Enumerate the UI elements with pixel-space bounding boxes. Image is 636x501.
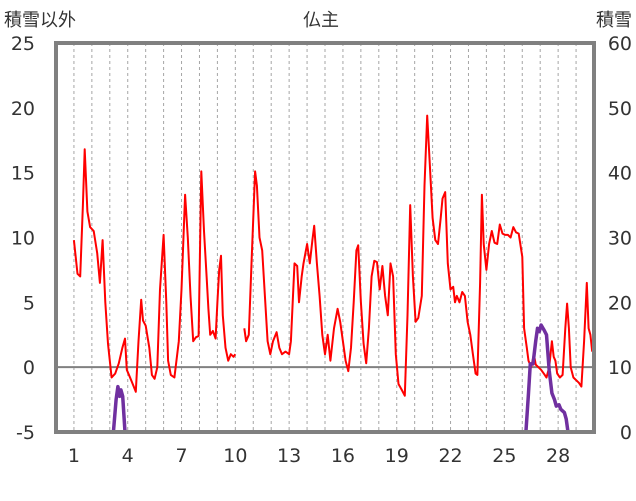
x-tick-1: 1 <box>68 445 80 467</box>
x-tick-28: 28 <box>546 445 570 467</box>
x-tick-22: 22 <box>438 445 462 467</box>
left-tick-25: 25 <box>11 33 35 55</box>
left-tick-0: 0 <box>23 357 35 379</box>
right-tick-60: 60 <box>608 33 632 55</box>
x-tick-13: 13 <box>277 445 301 467</box>
x-tick-7: 7 <box>175 445 187 467</box>
x-tick-16: 16 <box>331 445 355 467</box>
left-tick-15: 15 <box>11 163 35 185</box>
right-tick-0: 0 <box>620 422 632 444</box>
plot-border <box>54 41 596 434</box>
x-tick-10: 10 <box>223 445 247 467</box>
tick-layer: -5 0 5 10 15 20 25 0 10 20 30 40 50 60 1 4 7 10 13 16 19 22 25… <box>11 33 632 467</box>
left-tick-20: 20 <box>11 98 35 120</box>
right-tick-20: 20 <box>608 292 632 314</box>
right-tick-10: 10 <box>608 357 632 379</box>
x-tick-25: 25 <box>492 445 516 467</box>
right-tick-40: 40 <box>608 163 632 185</box>
left-tick-10: 10 <box>11 228 35 250</box>
right-axis-label: 積雪 <box>596 10 632 31</box>
snow-depth-line <box>73 323 594 434</box>
right-tick-30: 30 <box>608 228 632 250</box>
x-tick-4: 4 <box>122 445 134 467</box>
plot-frame <box>54 41 596 434</box>
left-tick-5: 5 <box>23 292 35 314</box>
left-tick--5: -5 <box>16 422 35 444</box>
left-axis-label: 積雪以外 <box>4 10 76 31</box>
chart-title: 仏主 <box>303 10 339 31</box>
x-tick-19: 19 <box>385 445 409 467</box>
series-layer <box>72 114 594 434</box>
other-series-line <box>72 114 594 397</box>
right-tick-50: 50 <box>608 98 632 120</box>
